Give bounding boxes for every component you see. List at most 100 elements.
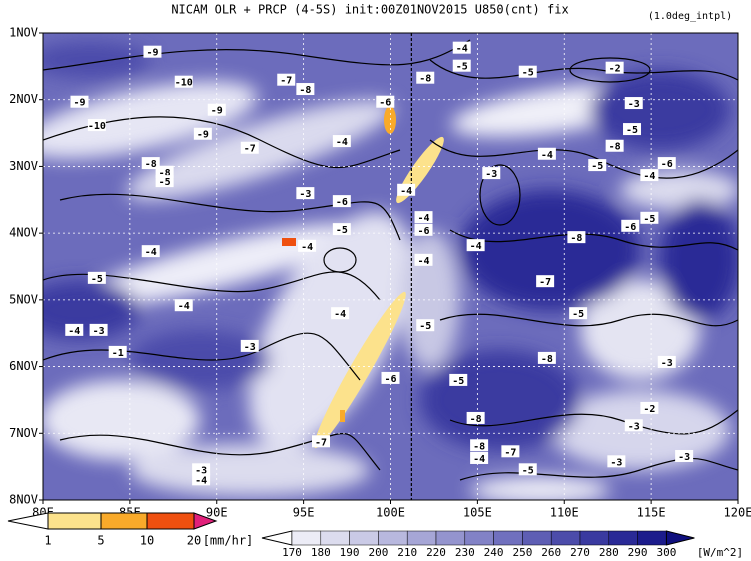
contour-label-box	[332, 195, 351, 208]
contour-label-box	[623, 123, 642, 136]
colorbar-label: 220	[426, 546, 446, 559]
colorbar-box	[378, 530, 408, 546]
colorbar-label: 210	[397, 546, 417, 559]
contour-label-box	[466, 411, 485, 424]
colorbar-arrow	[261, 530, 293, 546]
contour-label: -3	[244, 342, 256, 353]
colorbar-label: 300	[656, 546, 676, 559]
contour-label: -5	[572, 309, 584, 320]
contour-label-box	[89, 323, 108, 336]
contour-label-box	[607, 455, 626, 468]
contour-label-box	[569, 307, 588, 320]
contour-label-box	[277, 73, 296, 86]
contour-label-box	[518, 65, 537, 78]
contour-label-box	[65, 323, 84, 336]
x-tick-label: 90E	[206, 506, 228, 520]
colorbar-label: 260	[541, 546, 561, 559]
contour-label-box	[141, 157, 160, 170]
contour-label-box	[624, 419, 643, 432]
contour-label-box	[675, 449, 694, 462]
contour-label-box	[501, 445, 520, 458]
contour-label-box	[87, 271, 106, 284]
colorbar-box	[320, 530, 350, 546]
colorbar-label: 20	[187, 534, 201, 548]
contour-label-box	[332, 223, 351, 236]
colorbar-box	[637, 530, 667, 546]
contour-label-box	[312, 435, 330, 448]
colorbar-box	[464, 530, 494, 546]
contour-label: -7	[244, 144, 256, 155]
contour-label-box	[624, 97, 643, 110]
contour-label: -6	[661, 159, 673, 170]
y-tick-label: 3NOV	[9, 159, 38, 173]
colorbar-box	[522, 530, 552, 546]
contour-label-box	[143, 45, 162, 58]
x-tick-label: 105E	[463, 506, 492, 520]
contour-label: -8	[145, 159, 157, 170]
contour-label-box	[141, 245, 160, 258]
y-tick-label: 6NOV	[9, 359, 38, 373]
y-tick-label: 1NOV	[9, 26, 38, 40]
contour-label-box	[414, 253, 433, 266]
contour-label: -8	[470, 414, 482, 425]
contour-label-box	[640, 169, 659, 182]
contour-label-box	[416, 71, 435, 84]
contour-label-box	[452, 59, 471, 72]
colorbar-label: 240	[484, 546, 504, 559]
contour-label: -4	[643, 171, 655, 182]
colorbar-label: 170	[282, 546, 302, 559]
contour-label-box	[640, 211, 659, 224]
x-tick-label: 100E	[376, 506, 405, 520]
contour-label-box	[192, 473, 211, 486]
colorbar-box	[608, 530, 638, 546]
contour-label-box	[657, 355, 676, 368]
contour-label: -3	[610, 457, 622, 468]
contour-label-box	[298, 239, 317, 252]
contour-label-box	[470, 439, 489, 452]
contour-label-box	[605, 139, 624, 152]
colorbar-box	[493, 530, 523, 546]
contour-label-box	[397, 183, 416, 196]
contour-label-box	[240, 141, 259, 154]
contour-label-box	[193, 127, 212, 140]
contour-label: -6	[417, 226, 429, 237]
contour-label-box	[376, 95, 395, 108]
y-tick-label: 7NOV	[9, 426, 38, 440]
contour-label-box	[537, 147, 556, 160]
colorbar-label: 230	[455, 546, 475, 559]
contour-label-box	[449, 373, 468, 386]
contour-label-box	[470, 451, 489, 464]
contour-label: -4	[145, 247, 157, 258]
contour-label-box	[108, 345, 127, 358]
contour-label: -4	[473, 454, 485, 465]
contour-label: -7	[504, 447, 516, 458]
x-tick-label: 95E	[293, 506, 315, 520]
contour-label: -5	[522, 68, 534, 79]
contour-label-box	[518, 463, 537, 476]
contour-label: -4	[541, 150, 553, 161]
y-tick-label: 2NOV	[9, 92, 38, 106]
contour-label-box	[192, 463, 211, 476]
chart-subtitle: (1.0deg_intpl)	[648, 11, 732, 22]
colorbar-box	[47, 512, 102, 530]
contour-label: -7	[315, 437, 327, 448]
contour-label-box	[414, 223, 433, 236]
contour-label-box	[536, 275, 555, 288]
contour-label: -4	[417, 256, 429, 267]
colorbar-label: 10	[140, 534, 154, 548]
colorbar-label: 200	[368, 546, 388, 559]
contour-label: -6	[336, 197, 348, 208]
contour-label: -10	[88, 121, 106, 132]
y-tick-label: 8NOV	[9, 493, 38, 507]
colorbar-label: 5	[97, 534, 104, 548]
colorbar-unit: [mm/hr]	[203, 534, 254, 548]
colorbar-box	[291, 530, 322, 546]
y-tick-label: 4NOV	[9, 226, 38, 240]
contour-label: -6	[379, 98, 391, 109]
contour-label-box	[657, 157, 676, 170]
contour-label: -5	[452, 376, 464, 387]
colorbar-label: 280	[599, 546, 619, 559]
contour-label: -3	[678, 452, 690, 463]
colorbar-box	[406, 530, 437, 546]
